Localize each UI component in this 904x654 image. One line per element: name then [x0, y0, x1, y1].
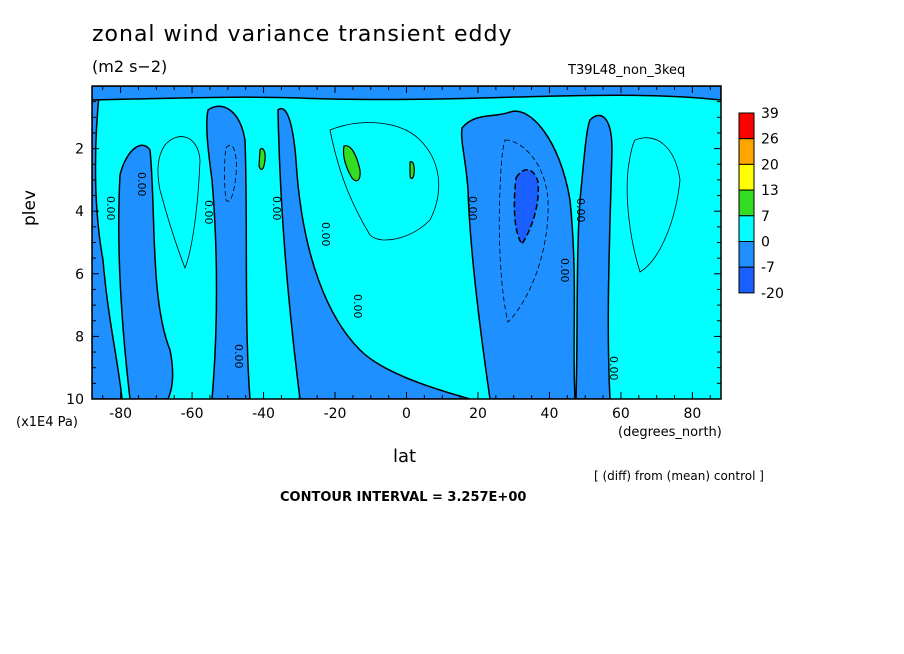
- green-maximum-equator: [409, 161, 415, 180]
- zero-label-5: 0.00: [270, 196, 283, 221]
- zero-label-2: 0.00: [135, 172, 148, 197]
- zero-label-8: 0.00: [466, 196, 479, 221]
- zero-label-9: 0.00: [558, 258, 571, 283]
- negative-region-south-subtropic: [117, 144, 174, 399]
- colorbar-level-label: 0: [761, 235, 770, 251]
- colorbar-swatch: [738, 215, 755, 243]
- positive-contour-south: [157, 136, 201, 270]
- colorbar-level-label: -7: [761, 260, 775, 276]
- colorbar-swatch: [738, 241, 755, 268]
- negative-region-west-edge: [92, 86, 123, 399]
- dashed-contour-north: [498, 139, 549, 323]
- chart-title: zonal wind variance transient eddy: [92, 22, 513, 47]
- diff-note: [ (diff) from (mean) control ]: [594, 469, 764, 483]
- x-tick-label: -20: [324, 406, 347, 422]
- zero-label-10: 0.00: [574, 198, 587, 223]
- x-tick-label: 80: [683, 406, 701, 422]
- green-maximum-south: [342, 145, 361, 182]
- green-maximum-midlat: [258, 147, 266, 170]
- plot-fill: [92, 86, 721, 399]
- pressure-unit-label: (x1E4 Pa): [16, 415, 78, 430]
- y-tick-label: 4: [75, 204, 84, 220]
- colorbar-level-label: -20: [761, 286, 784, 302]
- zero-label-6: 0.00: [319, 222, 332, 247]
- x-tick-label: 60: [612, 406, 630, 422]
- x-unit-label: (degrees_north): [618, 425, 722, 440]
- x-tick-label: 0: [402, 406, 411, 422]
- colorbar-level-label: 20: [761, 157, 779, 173]
- zero-label-1: 0.00: [104, 196, 117, 221]
- colorbar-level-label: 26: [761, 132, 779, 148]
- strong-minimum-region: [513, 169, 540, 246]
- negative-region-south-storm: [277, 108, 471, 399]
- zero-label-7: 0.00: [351, 294, 364, 319]
- colorbar-swatch: [738, 112, 755, 140]
- y-tick-label: 2: [75, 142, 84, 158]
- x-tick-label: 40: [541, 406, 559, 422]
- y-tick-label: 6: [75, 267, 84, 283]
- x-tick-label: -80: [109, 406, 132, 422]
- dashed-contour-south: [224, 144, 237, 202]
- negative-region-north-midlat: [575, 114, 613, 399]
- colorbar: 39 26 20 13 7 0 -7 -20: [738, 106, 784, 302]
- run-label: T39L48_non_3keq: [568, 63, 686, 78]
- negative-region-north-subtropic: [460, 110, 576, 399]
- colorbar-swatch: [738, 138, 755, 165]
- positive-contour-equator: [329, 122, 440, 241]
- colorbar-swatch: [738, 266, 755, 294]
- colorbar-level-label: 13: [761, 183, 779, 199]
- y-tick-label: 10: [66, 392, 84, 408]
- chart-units: (m2 s−2): [92, 57, 168, 76]
- colorbar-swatch: [738, 163, 755, 191]
- x-axis-label: lat: [393, 446, 417, 467]
- contour-interval-label: CONTOUR INTERVAL = 3.257E+00: [280, 490, 527, 505]
- colorbar-swatch: [738, 189, 755, 217]
- zero-label-4: 0.00: [232, 344, 245, 369]
- zero-label-3: 0.00: [202, 200, 215, 225]
- colorbar-level-label: 7: [761, 209, 770, 225]
- positive-region: [92, 86, 721, 399]
- x-tick-label: 20: [469, 406, 487, 422]
- y-tick-label: 8: [75, 329, 84, 345]
- colorbar-level-label: 39: [761, 106, 779, 122]
- positive-contour-north: [626, 137, 681, 273]
- zero-label-11: 0.00: [607, 356, 620, 381]
- axes: -80 -60 -40 -20 0 20 40 60 80 2 4 6 8 10: [66, 86, 721, 422]
- x-tick-label: -40: [252, 406, 275, 422]
- x-tick-label: -60: [181, 406, 204, 422]
